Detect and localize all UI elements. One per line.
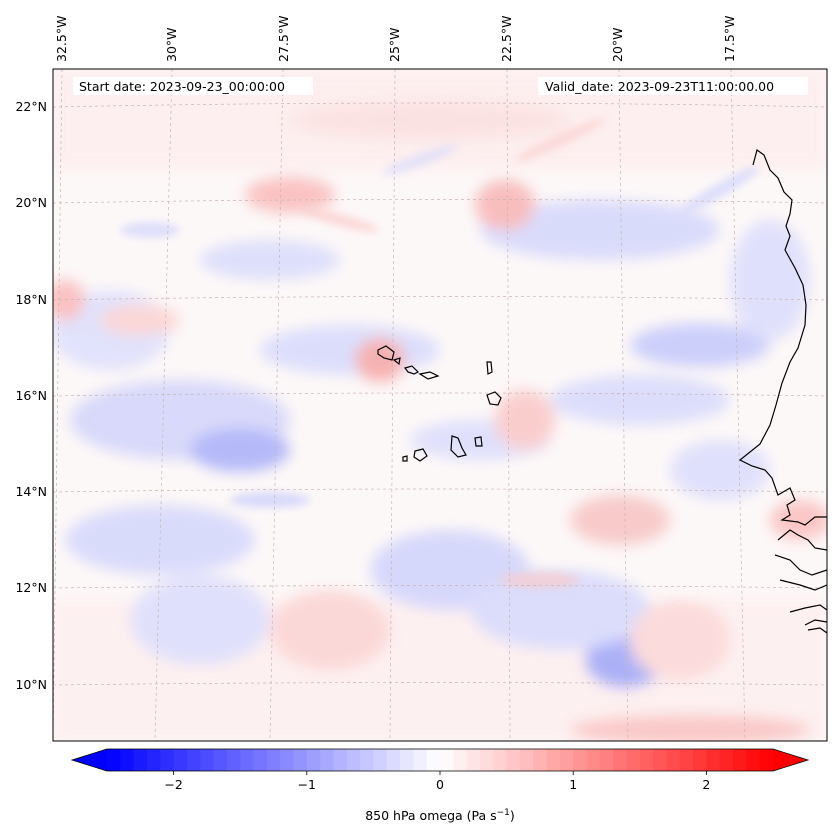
colorbar-cell xyxy=(759,749,774,771)
lon-label: 32.5°W xyxy=(54,16,69,62)
lat-label: 14°N xyxy=(15,484,47,499)
colorbar-cell xyxy=(466,749,481,771)
start-date-label: Start date: 2023-09-23_00:00:00 xyxy=(79,79,285,94)
island-fogo xyxy=(413,448,428,462)
colorbar-cell xyxy=(626,749,641,771)
colorbar-extend-min xyxy=(72,749,107,771)
colorbar-cell xyxy=(253,749,268,771)
colorbar-cell xyxy=(333,749,348,771)
island-santiago xyxy=(450,435,467,458)
colorbar-cell xyxy=(440,749,454,771)
longitude-labels: 32.5°W 30°W 27.5°W 25°W 22.5°W 20°W 17.5… xyxy=(54,16,737,62)
colorbar-cell xyxy=(453,749,468,771)
lon-label: 22.5°W xyxy=(499,16,514,62)
colorbar-cell xyxy=(679,749,694,771)
colorbar-cell xyxy=(519,749,534,771)
start-date-box xyxy=(73,77,313,95)
colorbar-cell xyxy=(320,749,334,771)
colorbar-cell xyxy=(426,749,441,771)
colorbar-cell xyxy=(559,749,574,771)
colorbar-cell xyxy=(360,749,374,771)
lon-label: 30°W xyxy=(164,27,179,62)
colorbar-cell xyxy=(200,749,215,771)
colorbar-cell xyxy=(413,749,428,771)
colorbar-cell xyxy=(306,749,321,771)
lat-label: 22°N xyxy=(15,99,47,114)
colorbar-cell xyxy=(639,749,654,771)
valid-date-box xyxy=(538,77,808,95)
colorbar-cell xyxy=(506,749,521,771)
colorbar-cell xyxy=(493,749,508,771)
colorbar-cell xyxy=(160,749,175,771)
colorbar-cell xyxy=(266,749,281,771)
colorbar-cell xyxy=(573,749,588,771)
colorbar-cell xyxy=(240,749,255,771)
valid-date-label: Valid_date: 2023-09-23T11:00:00.00 xyxy=(545,79,774,94)
colorbar-cell xyxy=(146,749,161,771)
lat-label: 10°N xyxy=(15,677,47,692)
colorbar-cell xyxy=(120,749,135,771)
colorbar-cell xyxy=(280,749,294,771)
colorbar-tick-label: −2 xyxy=(164,777,182,792)
colorbar-tick-label: 2 xyxy=(702,777,710,792)
colorbar-cell xyxy=(386,749,401,771)
lat-label: 16°N xyxy=(15,388,47,403)
island-santo-antao xyxy=(377,345,395,361)
latitude-labels: 22°N 20°N 18°N 16°N 14°N 12°N 10°N xyxy=(15,99,47,692)
lat-label: 12°N xyxy=(15,580,47,595)
island-sao-nicolau xyxy=(403,365,420,375)
island-sal xyxy=(486,361,493,375)
colorbar-extend-max xyxy=(773,749,808,771)
lon-label: 17.5°W xyxy=(722,16,737,62)
colorbar-cell xyxy=(599,749,614,771)
colorbar-cells xyxy=(107,749,774,771)
island-maio xyxy=(474,436,483,447)
graticule xyxy=(53,69,827,741)
colorbar: −2 −1 0 1 2 850 hPa omega (Pa s−1) xyxy=(70,748,810,823)
colorbar-tick-label: 1 xyxy=(569,777,577,792)
map-frame xyxy=(52,68,828,742)
colorbar-cell xyxy=(666,749,681,771)
colorbar-cell xyxy=(346,749,361,771)
colorbar-ticks: −2 −1 0 1 2 xyxy=(164,771,710,792)
lon-label: 25°W xyxy=(387,27,402,62)
colorbar-cell xyxy=(373,749,388,771)
lat-label: 20°N xyxy=(15,195,47,210)
lat-label: 18°N xyxy=(15,292,47,307)
colorbar-cell xyxy=(733,749,747,771)
colorbar-cell xyxy=(693,749,707,771)
colorbar-cell xyxy=(293,749,308,771)
island-sao-vicente xyxy=(392,357,401,366)
colorbar-cell xyxy=(173,749,188,771)
colorbar-cell xyxy=(400,749,414,771)
colorbar-cell xyxy=(613,749,627,771)
colorbar-cell xyxy=(653,749,667,771)
colorbar-tick-label: −1 xyxy=(298,777,316,792)
lon-label: 27.5°W xyxy=(276,16,291,62)
colorbar-cell xyxy=(226,749,241,771)
colorbar-outline xyxy=(70,748,810,772)
island-boa-vista xyxy=(486,391,502,406)
colorbar-cell xyxy=(706,749,721,771)
colorbar-label: 850 hPa omega (Pa s−1) xyxy=(365,808,515,823)
colorbar-cell xyxy=(533,749,548,771)
colorbar-cell xyxy=(186,749,201,771)
colorbar-cell xyxy=(746,749,761,771)
colorbar-tick-label: 0 xyxy=(436,777,444,792)
colorbar-cell xyxy=(107,749,121,771)
colorbar-cell xyxy=(479,749,494,771)
lon-label: 20°W xyxy=(610,27,625,62)
coastlines xyxy=(377,149,827,634)
africa-coastline xyxy=(738,149,827,526)
colorbar-cell xyxy=(133,749,148,771)
colorbar-cell xyxy=(546,749,561,771)
colorbar-cell xyxy=(719,749,734,771)
colorbar-cell xyxy=(586,749,601,771)
colorbar-cell xyxy=(213,749,228,771)
